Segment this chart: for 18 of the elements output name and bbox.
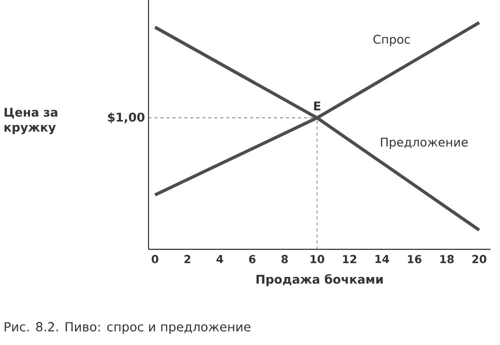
x-tick-label: 20 [472, 254, 486, 264]
text: Рис. 8.2. Пиво: спрос и предложение [4, 322, 250, 334]
series-label: Предложение [380, 138, 468, 149]
x-tick-label: 10 [310, 254, 324, 264]
x-tick-label: 16 [408, 254, 422, 264]
annotation: E [314, 102, 320, 110]
x-axis-title: Продажа бочками [256, 274, 383, 286]
series-label: Спрос [373, 34, 410, 46]
x-tick-label: 6 [249, 254, 256, 264]
x-tick-label: 0 [152, 254, 158, 264]
x-tick-label: 14 [376, 254, 390, 263]
text: $1,00 [108, 112, 144, 124]
x-tick-label: 4 [216, 254, 224, 263]
text: Цена за кружку [4, 108, 58, 134]
x-tick-label: 12 [343, 254, 356, 264]
x-tick-label: 18 [440, 254, 454, 264]
x-tick-label: 8 [282, 254, 288, 264]
x-tick-label: 2 [184, 254, 190, 264]
